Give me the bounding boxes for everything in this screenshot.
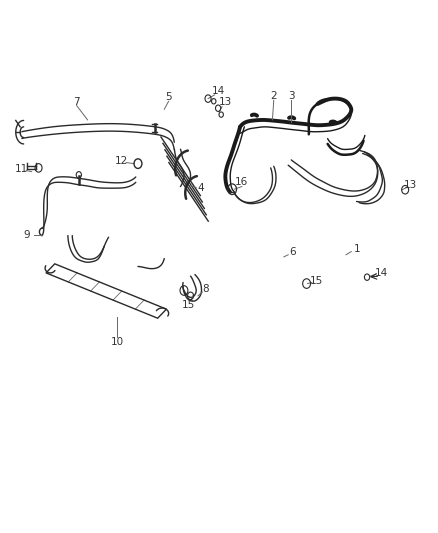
Text: 1: 1 bbox=[353, 245, 360, 254]
Text: 4: 4 bbox=[197, 183, 204, 192]
Text: 10: 10 bbox=[111, 337, 124, 347]
Text: 15: 15 bbox=[310, 277, 323, 286]
Text: 6: 6 bbox=[289, 247, 296, 256]
Text: 12: 12 bbox=[115, 157, 128, 166]
Text: 2: 2 bbox=[270, 91, 277, 101]
Text: 7: 7 bbox=[73, 98, 80, 107]
Text: 11: 11 bbox=[14, 165, 28, 174]
Text: 13: 13 bbox=[404, 181, 417, 190]
Text: 14: 14 bbox=[212, 86, 225, 95]
Text: 14: 14 bbox=[374, 268, 388, 278]
Text: 5: 5 bbox=[165, 92, 172, 102]
Text: 3: 3 bbox=[288, 91, 295, 101]
Text: 8: 8 bbox=[202, 284, 209, 294]
Text: 9: 9 bbox=[24, 230, 31, 239]
Text: 13: 13 bbox=[219, 98, 232, 107]
Text: 16: 16 bbox=[235, 177, 248, 187]
Text: 15: 15 bbox=[182, 300, 195, 310]
